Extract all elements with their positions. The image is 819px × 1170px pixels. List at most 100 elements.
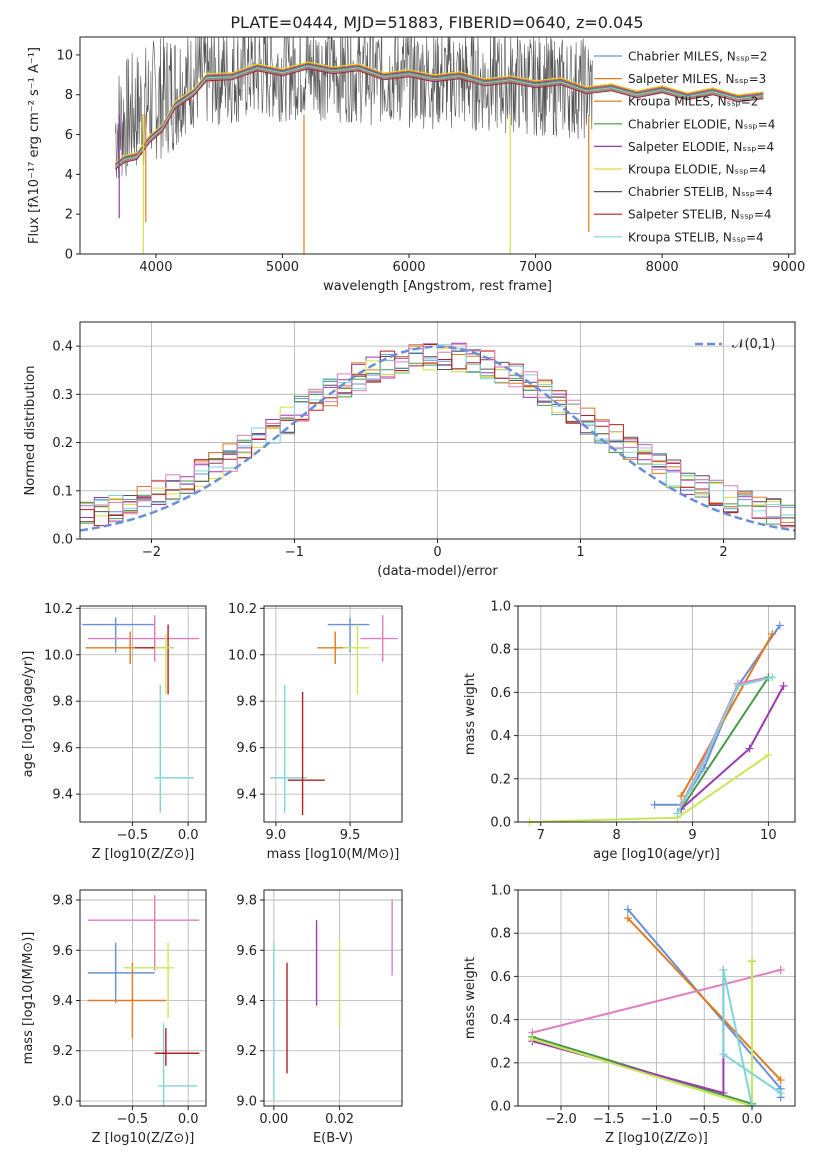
- model-line: [115, 63, 764, 165]
- mass_vs_Z-plot-area: [87, 895, 200, 1106]
- x-axis-label: wavelength [Angstrom, rest frame]: [323, 279, 552, 294]
- residuals-plot-area: [80, 342, 795, 532]
- y-tick-label: 0.4: [490, 1013, 511, 1028]
- cumulative_age-plot-area: [525, 621, 788, 826]
- figure-title: PLATE=0444, MJD=51883, FIBERID=0640, z=0…: [230, 13, 643, 32]
- y-tick-label: 1.0: [490, 884, 511, 899]
- y-tick-label: 8: [65, 88, 73, 103]
- y-tick-label: 0.6: [490, 686, 511, 701]
- axes-frame: [79, 36, 796, 255]
- y-tick-label: 0.4: [490, 729, 511, 744]
- axes-frame: [263, 605, 403, 823]
- y-tick-label: 9.8: [236, 894, 257, 909]
- y-tick-label: 1.0: [490, 600, 511, 615]
- residuals-panel: −2 −1 0 1 2 0.0 0.1 0.2 0.3 0.4 (data-model)/error…: [23, 321, 796, 579]
- x-axis-label: Z [log10(Z/Z⊙)]: [92, 1131, 195, 1146]
- y-tick-label: 0.0: [52, 533, 73, 548]
- y-tick-label: 0.8: [490, 927, 511, 942]
- y-tick-label: 0.3: [52, 388, 73, 403]
- y-axis-label: mass weight: [463, 673, 478, 755]
- y-tick-label: 10: [56, 48, 73, 63]
- x-tick-label: 7000: [519, 260, 552, 275]
- x-tick-label: −0.5: [688, 1112, 720, 1127]
- cumulative-line: [680, 633, 774, 797]
- x-tick-label: 2: [719, 545, 727, 560]
- y-tick-label: 9.2: [236, 1044, 257, 1059]
- y-tick-label: 4: [65, 168, 73, 183]
- plus-marker: [677, 792, 686, 801]
- x-tick-label: 7: [537, 828, 545, 843]
- plus-marker: [779, 681, 788, 690]
- cumulative_age-panel: 7 8 9 10 0.0 0.2 0.4 0.6 0.8 1.0 age [log10(age/yr…: [463, 600, 796, 862]
- plus-marker: [768, 673, 777, 682]
- y-tick-label: 9.8: [236, 695, 257, 710]
- age_vs_Z-panel: −0.5 0.0 9.4 9.6 9.8 10.0 10.2 Z [log10(Z/Z⊙)] a…: [21, 602, 207, 862]
- plus-marker: [776, 1076, 785, 1085]
- x-tick-label: 4000: [139, 260, 172, 275]
- axes-frame: [79, 889, 207, 1107]
- plus-marker: [719, 1089, 728, 1098]
- legend-label: Chabrier STELIB, Nₛₛₚ=4: [628, 185, 773, 199]
- mass_vs_EBV-panel: 0.00 0.02 9.0 9.2 9.4 9.6 9.8 E(B-V): [236, 889, 403, 1146]
- y-tick-label: 0.6: [490, 970, 511, 985]
- x-tick-label: 0.02: [325, 1112, 354, 1127]
- y-tick-label: 9.2: [52, 1044, 73, 1059]
- cumulative-line: [627, 917, 782, 1081]
- x-axis-label: E(B-V): [313, 1131, 353, 1146]
- y-tick-label: 0.2: [52, 436, 73, 451]
- cumulative-line: [532, 961, 753, 1106]
- y-tick-label: 9.6: [236, 741, 257, 756]
- y-axis-label: mass [log10(M/M⊙)]: [21, 932, 36, 1065]
- x-tick-label: 9: [688, 828, 696, 843]
- y-tick-label: 9.4: [236, 994, 257, 1009]
- y-axis-label: age [log10(age/yr)]: [21, 651, 36, 778]
- plus-marker: [776, 1089, 785, 1098]
- y-tick-label: 0.2: [490, 772, 511, 787]
- plus-marker: [776, 965, 785, 974]
- y-tick-label: 0.2: [490, 1056, 511, 1071]
- y-tick-label: 9.6: [52, 944, 73, 959]
- x-tick-label: −0.5: [117, 1112, 149, 1127]
- x-axis-label: (data-model)/error: [377, 564, 498, 579]
- cumulative-line: [722, 969, 782, 1107]
- axes-frame: [79, 605, 207, 823]
- y-tick-label: 9.0: [52, 1094, 73, 1109]
- y-axis-label: Normed distribution: [23, 366, 38, 496]
- histogram-series: [80, 343, 795, 528]
- x-tick-label: 9.0: [266, 828, 287, 843]
- x-tick-label: −2.0: [545, 1112, 577, 1127]
- y-tick-label: 9.8: [52, 894, 73, 909]
- plus-marker: [719, 1050, 728, 1059]
- axes-frame: [517, 605, 796, 823]
- plus-marker: [775, 621, 784, 630]
- y-tick-label: 0.8: [490, 643, 511, 658]
- x-tick-label: −2: [142, 545, 161, 560]
- y-tick-label: 10.2: [44, 602, 73, 617]
- x-axis-label: age [log10(age/yr)]: [593, 847, 720, 862]
- legend-label: Salpeter ELODIE, Nₛₛₚ=4: [628, 140, 774, 154]
- axes-frame: [517, 889, 796, 1107]
- plus-marker: [734, 681, 743, 690]
- x-tick-label: −1.5: [593, 1112, 625, 1127]
- y-axis-label: mass weight: [463, 957, 478, 1039]
- legend-label: 𝒩(0,1): [732, 337, 775, 352]
- cumulative-line: [529, 754, 769, 823]
- age_vs_Z-plot-area: [82, 615, 200, 813]
- cumulative-line: [532, 968, 781, 1034]
- model-line: [115, 61, 764, 163]
- cumulative-line: [680, 676, 770, 810]
- y-tick-label: 9.6: [52, 741, 73, 756]
- x-axis-label: Z [log10(Z/Z⊙)]: [605, 1131, 708, 1146]
- y-axis-label: Flux [fλ10⁻¹⁷ erg cm⁻² s⁻¹ A⁻¹]: [27, 47, 42, 244]
- y-tick-label: 0.0: [490, 816, 511, 831]
- legend-label: Kroupa ELODIE, Nₛₛₚ=4: [628, 163, 766, 177]
- y-tick-label: 9.8: [52, 695, 73, 710]
- age_vs_mass-panel: 9.0 9.5 9.4 9.6 9.8 10.0 10.2 mass [log10(M/M⊙)…: [228, 602, 403, 862]
- y-tick-label: 9.4: [52, 788, 73, 803]
- model-line: [115, 65, 764, 167]
- x-axis-label: Z [log10(Z/Z⊙)]: [92, 847, 195, 862]
- legend-label: Salpeter MILES, Nₛₛₚ=3: [628, 72, 766, 86]
- x-tick-label: 9.5: [340, 828, 361, 843]
- x-tick-label: 0.0: [178, 1112, 199, 1127]
